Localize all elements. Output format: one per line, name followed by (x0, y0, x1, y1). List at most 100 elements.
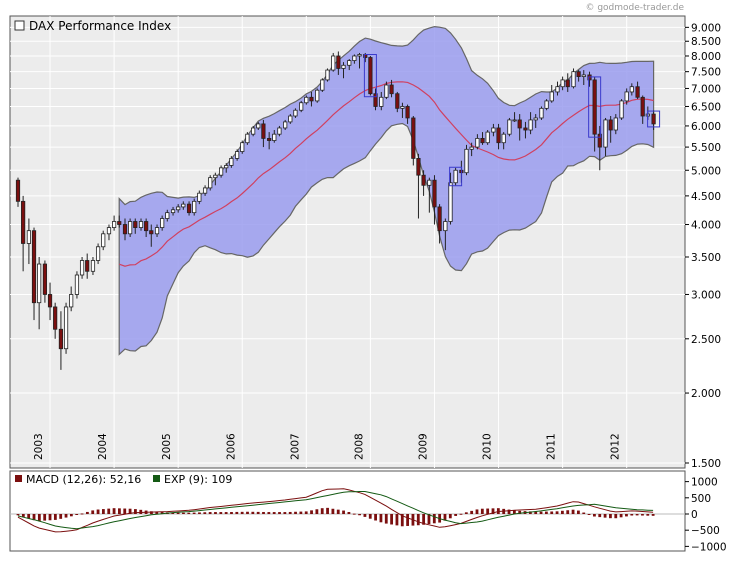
chart-title: DAX Performance Index (29, 19, 171, 33)
macd-histogram-bar (342, 510, 345, 514)
candle-body-up (448, 182, 453, 222)
macd-histogram-bar (59, 514, 63, 519)
macd-y-axis: 1000 500 0 −500 −1000 (685, 477, 727, 553)
candle-body-up (475, 138, 480, 148)
candle (640, 95, 645, 124)
macd-histogram-bar (21, 514, 25, 517)
candle-body-up (208, 177, 213, 189)
macd-histogram-bar (262, 511, 265, 514)
candle (389, 79, 394, 98)
y-tick-label: 2.000 (691, 388, 721, 400)
macd-histogram-bar (560, 510, 564, 514)
candle-body-down (416, 157, 421, 176)
candle (192, 198, 197, 216)
candle (464, 144, 469, 176)
macd-histogram-bar (64, 514, 68, 518)
macd-histogram-bar (641, 514, 644, 516)
candle (448, 172, 453, 225)
macd-panel: 1000 500 0 −500 −1000 MACD (12,26): 52,16 EX… (9, 470, 727, 553)
macd-histogram-bar (539, 511, 543, 514)
candle-body-down (437, 206, 442, 232)
macd-histogram-bar (101, 509, 105, 514)
candle (373, 88, 378, 111)
macd-histogram-bar (176, 512, 180, 514)
candle (176, 204, 181, 213)
candle-body-up (512, 119, 517, 122)
candle (117, 215, 122, 228)
x-tick-label: 2005 (161, 433, 173, 460)
candle (149, 224, 154, 247)
candle (31, 227, 37, 321)
macd-histogram-bar (475, 509, 479, 514)
y-tick-label: 6.500 (691, 101, 721, 113)
candle (85, 253, 90, 279)
candle-body-down (432, 179, 437, 208)
candle-body-up (181, 203, 186, 208)
candle-body-up (453, 169, 458, 184)
candle-body-down (21, 200, 26, 244)
candle-body-up (293, 109, 298, 117)
candle (368, 55, 373, 96)
candle-body-up (26, 230, 31, 244)
candle (512, 112, 517, 122)
macd-histogram-bar (187, 512, 191, 514)
candle-body-up (63, 306, 69, 350)
candle (597, 125, 602, 171)
candle (256, 121, 261, 131)
macd-histogram-bar (358, 514, 361, 516)
macd-histogram-bar (384, 514, 388, 524)
candle (496, 123, 501, 150)
macd-histogram-bar (347, 512, 351, 514)
candle (432, 175, 437, 225)
candle (272, 130, 277, 143)
candle (288, 114, 293, 124)
candle-body-up (485, 131, 490, 144)
candle-body-up (304, 96, 309, 104)
candle (283, 119, 288, 131)
macd-histogram-bar (272, 512, 276, 514)
candle (533, 114, 538, 128)
candle-body-up (539, 107, 544, 119)
candle (405, 104, 410, 124)
candle (21, 195, 26, 272)
candle (235, 149, 240, 161)
candle (480, 132, 485, 145)
candle-body-up (219, 167, 224, 176)
candle-body-up (619, 100, 624, 119)
candle (491, 123, 496, 137)
macd-histogram-bar (246, 511, 249, 514)
macd-histogram-bar (379, 514, 383, 523)
candle (95, 243, 101, 265)
time-x-axis: 2003 2004 2005 2006 2007 2008 2009 2010 2011 2012 (33, 433, 622, 460)
macd-histogram-bar (422, 514, 426, 525)
macd-histogram-bar (619, 514, 623, 518)
macd-y-tick-label: −500 (691, 525, 720, 537)
candle (384, 81, 389, 100)
macd-histogram-bar (390, 514, 394, 525)
candle (331, 52, 336, 72)
macd-histogram-bar (416, 514, 420, 526)
candle (63, 302, 69, 354)
macd-histogram-bar (480, 508, 484, 514)
candle-body-up (379, 96, 384, 107)
candle-body-up (400, 106, 405, 109)
watermark: © godmode-trader.de (585, 3, 684, 13)
candle (411, 116, 416, 166)
candle-body-up (165, 212, 170, 219)
candle-body-down (31, 230, 37, 304)
macd-histogram-bar (96, 509, 100, 514)
candle (315, 88, 320, 103)
macd-histogram-bar (336, 509, 340, 514)
x-tick-label: 2007 (289, 433, 301, 460)
macd-histogram-bar (139, 509, 143, 514)
candle (58, 311, 64, 370)
candle (603, 117, 608, 157)
macd-histogram-bar (454, 514, 458, 516)
macd-histogram-bar (448, 514, 452, 519)
macd-y-tick-label: 500 (691, 493, 711, 505)
macd-histogram-bar (91, 510, 95, 514)
macd-histogram-bar (278, 512, 281, 514)
candle-body-up (357, 54, 362, 57)
candle-body-up (384, 84, 389, 98)
candle (251, 125, 256, 137)
